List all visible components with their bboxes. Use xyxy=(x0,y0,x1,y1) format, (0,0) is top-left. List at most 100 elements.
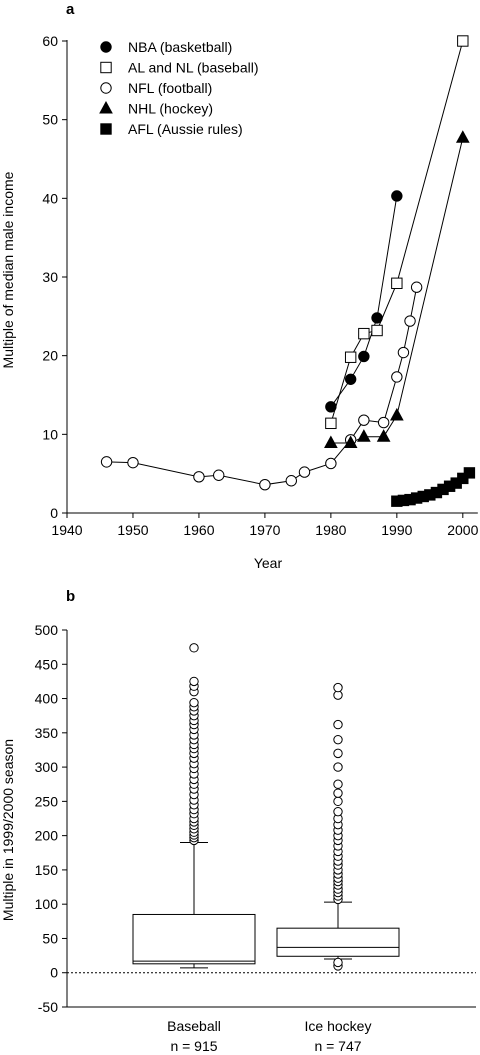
outlier-point-ice-hockey xyxy=(333,806,343,817)
data-point-nfl-football xyxy=(298,466,311,478)
panel-a-y-axis-label: Multiple of median male income xyxy=(0,171,16,368)
panel-a-label: a xyxy=(66,1,75,18)
panel-a-x-tick-label: 2000 xyxy=(447,522,478,538)
data-point-al-and-nl-baseball xyxy=(344,351,357,363)
panel-a-legend: NBA (basketball) AL and NL (baseball) NFL … xyxy=(99,39,258,137)
iqr-box-ice-hockey xyxy=(276,927,400,957)
outlier-point-baseball xyxy=(189,697,199,708)
panel-b-y-tick-label: 200 xyxy=(35,828,59,844)
data-point-nfl-football xyxy=(100,456,113,468)
panel-b-y-tick-label: 500 xyxy=(35,622,59,638)
panel-b-y-tick-label: 0 xyxy=(50,965,58,981)
outlier-point-ice-hockey xyxy=(333,719,343,730)
data-point-nhl-hockey xyxy=(343,435,358,448)
data-point-nfl-football xyxy=(127,456,139,469)
panel-a-plot-area: 0 10 20 30 40 50 60 1940 1950 1960 1970 1980 1990 200… xyxy=(42,33,478,538)
legend-label-nfl-football: NFL (football) xyxy=(128,80,212,96)
data-point-nfl-football xyxy=(377,416,390,429)
data-point-nfl-football xyxy=(325,457,337,470)
sample-size-label-baseball: n = 915 xyxy=(170,1038,217,1054)
legend-marker-nfl-football xyxy=(100,82,112,94)
iqr-box-baseball xyxy=(132,913,256,965)
outlier-point-ice-hockey xyxy=(333,682,343,693)
panel-a-x-tick-label: 1980 xyxy=(315,522,346,538)
data-point-al-and-nl-baseball xyxy=(358,327,370,340)
outlier-point-ice-hockey xyxy=(333,779,343,789)
panel-a-x-axis-label: Year xyxy=(254,555,283,571)
data-point-nfl-football xyxy=(259,478,271,491)
legend-marker-al-and-nl-baseball xyxy=(100,61,112,74)
panel-b-y-tick-label: 400 xyxy=(35,691,59,707)
panel-a-y-tick-label: 50 xyxy=(42,112,58,128)
box-baseball xyxy=(132,643,256,969)
panel-a-x-tick-label: 1960 xyxy=(183,522,214,538)
panel-b-y-tick-label: -50 xyxy=(38,999,58,1015)
legend-marker-nba-basketball xyxy=(100,41,112,53)
series-line-al-and-nl-baseball xyxy=(330,40,464,424)
box-ice-hockey xyxy=(276,682,400,971)
data-point-nfl-football xyxy=(404,315,416,327)
data-point-nhl-hockey xyxy=(324,435,338,448)
category-label-baseball: Baseball xyxy=(167,1018,221,1034)
legend-marker-afl-aussie-rules xyxy=(100,123,112,135)
panel-a-x-tick-label: 1940 xyxy=(51,522,82,538)
outlier-point-ice-hockey xyxy=(333,734,343,745)
data-point-nhl-hockey xyxy=(357,429,371,442)
series-line-nfl-football xyxy=(106,287,418,486)
data-point-nba-basketball xyxy=(344,373,357,385)
sample-size-label-ice-hockey: n = 747 xyxy=(314,1038,361,1054)
data-point-nfl-football xyxy=(285,475,297,487)
data-point-nba-basketball xyxy=(371,312,383,324)
panel-b-y-tick-label: 300 xyxy=(35,759,59,775)
data-point-nba-basketball xyxy=(358,350,370,363)
outlier-point-ice-hockey xyxy=(333,748,343,759)
legend-label-al-and-nl-baseball: AL and NL (baseball) xyxy=(128,60,258,76)
data-point-nba-basketball xyxy=(391,190,403,202)
panel-a: a 0 10 20 30 40 50 60 1940 1950 1960 1970 1980 1990 2… xyxy=(0,1,479,571)
data-point-nhl-hockey xyxy=(455,130,470,143)
outlier-point-baseball xyxy=(189,643,199,653)
data-point-nfl-football xyxy=(213,469,225,481)
panel-b-label: b xyxy=(66,588,75,605)
data-point-nfl-football xyxy=(397,346,410,359)
outlier-point-ice-hockey xyxy=(333,957,343,968)
panel-a-y-tick-label: 40 xyxy=(42,190,58,206)
data-point-nhl-hockey xyxy=(389,407,404,421)
data-point-al-and-nl-baseball xyxy=(391,277,403,289)
panel-b: b -50 0 50 100 150 200 250 300 350 400 450 500 Baseb… xyxy=(0,588,476,1054)
panel-a-y-tick-label: 10 xyxy=(42,426,58,442)
panel-b-plot-area: -50 0 50 100 150 200 250 300 350 400 450 500 Basebal… xyxy=(35,622,476,1054)
panel-a-y-tick-label: 20 xyxy=(42,348,58,364)
legend-label-afl-aussie-rules: AFL (Aussie rules) xyxy=(128,121,243,137)
panel-b-y-tick-label: 50 xyxy=(42,930,58,946)
category-label-ice-hockey: Ice hockey xyxy=(305,1018,372,1034)
data-point-al-and-nl-baseball xyxy=(457,35,469,47)
panel-b-y-tick-label: 100 xyxy=(35,896,59,912)
data-point-nba-basketball xyxy=(325,401,337,413)
outlier-point-baseball xyxy=(189,676,199,687)
data-point-nfl-football xyxy=(391,371,403,383)
panel-a-x-tick-label: 1950 xyxy=(117,522,148,538)
panel-b-y-tick-label: 250 xyxy=(35,793,59,809)
legend-marker-nhl-hockey xyxy=(99,100,113,114)
outlier-point-ice-hockey xyxy=(333,788,343,798)
data-point-nhl-hockey xyxy=(376,429,391,442)
panel-b-y-tick-label: 350 xyxy=(35,725,59,741)
panel-b-y-tick-label: 450 xyxy=(35,656,59,672)
data-point-nfl-football xyxy=(193,471,205,483)
data-point-al-and-nl-baseball xyxy=(371,324,383,337)
data-point-nfl-football xyxy=(410,281,423,293)
panel-a-x-tick-label: 1990 xyxy=(381,522,412,538)
outlier-point-ice-hockey xyxy=(333,762,343,772)
panel-a-y-tick-label: 60 xyxy=(42,33,58,49)
data-point-nfl-football xyxy=(358,414,370,426)
series-line-nhl-hockey xyxy=(330,137,464,444)
series-line-nba-basketball xyxy=(330,195,398,408)
data-point-al-and-nl-baseball xyxy=(325,417,337,430)
panel-a-y-tick-label: 30 xyxy=(42,269,58,285)
panel-b-y-tick-label: 150 xyxy=(35,862,59,878)
outlier-point-ice-hockey xyxy=(333,796,343,807)
data-point-afl-aussie-rules xyxy=(463,467,476,479)
legend-label-nba-basketball: NBA (basketball) xyxy=(128,39,232,55)
